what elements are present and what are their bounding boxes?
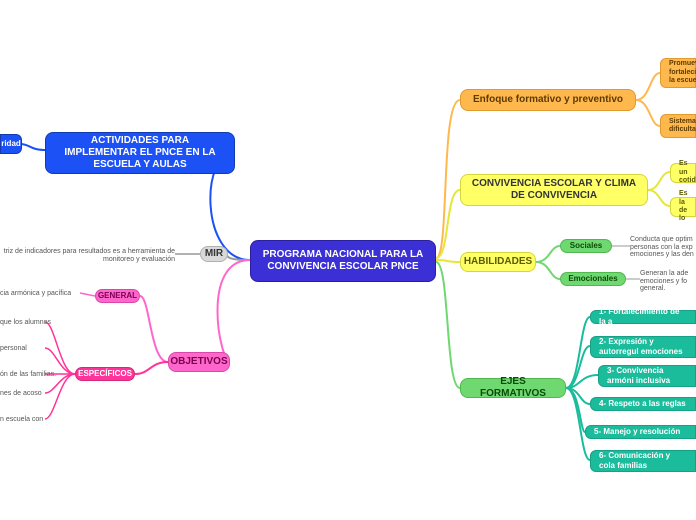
enfoque-node[interactable]: Enfoque formativo y preventivo: [460, 89, 636, 111]
esp-note-1: que los alumnos: [0, 319, 51, 327]
esp-note-5: n escuela con: [0, 416, 43, 424]
eje-6[interactable]: 6- Comunicación y cola familias: [590, 450, 696, 472]
mir-note: triz de indicadores para resultados es a…: [0, 248, 175, 263]
conv-sub-1: Es un cotidi: [670, 163, 696, 183]
conv-sub-2: Es la de lo: [670, 197, 696, 217]
sociales-node[interactable]: Sociales: [560, 239, 612, 253]
esp-note-3: ón de las familias.: [0, 371, 56, 379]
eje-1[interactable]: 1- Fortalecimiento de la a: [590, 310, 696, 324]
ejes-node[interactable]: EJES FORMATIVOS: [460, 378, 566, 398]
activities-node[interactable]: ACTIVIDADES PARA IMPLEMENTAR EL PNCE EN …: [45, 132, 235, 174]
especificos-node[interactable]: ESPECÍFICOS: [75, 367, 135, 381]
eje-4[interactable]: 4- Respeto a las reglas: [590, 397, 696, 411]
eje-5[interactable]: 5- Manejo y resolución: [585, 425, 696, 439]
esp-note-2: personal: [0, 345, 27, 353]
convivencia-node[interactable]: CONVIVENCIA ESCOLAR Y CLIMA DE CONVIVENC…: [460, 174, 648, 206]
left-blue-fragment: ridad: [0, 134, 22, 154]
center-node[interactable]: PROGRAMA NACIONAL PARA LA CONVIVENCIA ES…: [250, 240, 436, 282]
general-note: cia armónica y pacífica: [0, 290, 71, 298]
enfoque-sub-2: Sistema dificultac: [660, 114, 696, 138]
objetivos-node[interactable]: OBJETIVOS: [168, 352, 230, 372]
esp-note-4: nes de acoso: [0, 390, 42, 398]
eje-2[interactable]: 2- Expresión y autorregul emociones: [590, 336, 696, 358]
enfoque-sub-1: Promuev fortaleci la escue: [660, 58, 696, 88]
emocionales-note: Generan la ade emociones y fo general.: [640, 270, 696, 293]
mir-node[interactable]: MIR: [200, 246, 228, 262]
eje-3[interactable]: 3- Convivencia armóni inclusiva: [598, 365, 696, 387]
general-node[interactable]: GENERAL: [95, 289, 140, 303]
emocionales-node[interactable]: Emocionales: [560, 272, 626, 286]
sociales-note: Conducta que optim personas con la exp e…: [630, 236, 696, 259]
habilidades-node[interactable]: HABILIDADES: [460, 252, 536, 272]
